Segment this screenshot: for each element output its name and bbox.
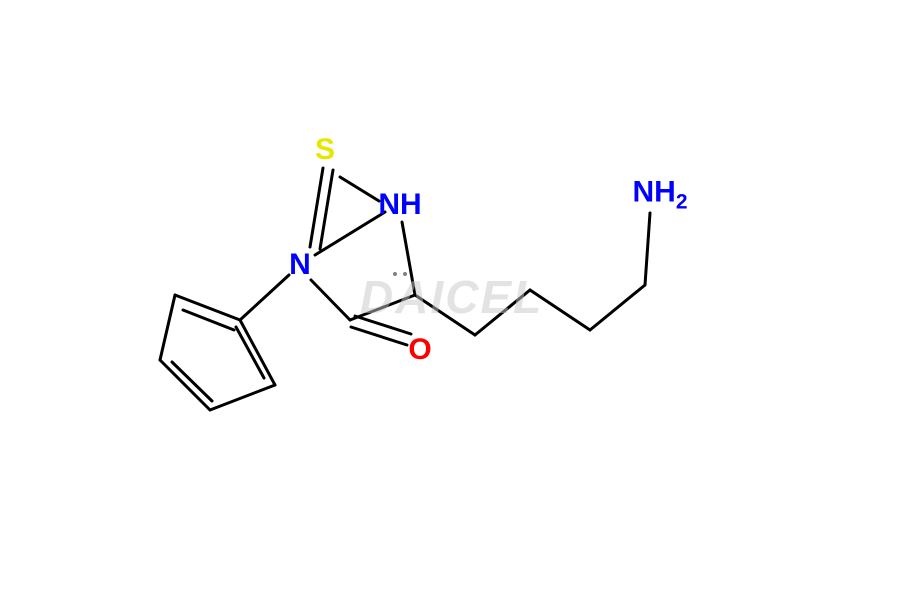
atom-n1: N [289,248,311,282]
atom-nh: NH [378,188,421,222]
atom-o: O [408,333,431,367]
molecule-diagram [0,0,900,600]
atom-s: S [315,133,335,167]
atom-nh2: NH2 [632,176,687,215]
